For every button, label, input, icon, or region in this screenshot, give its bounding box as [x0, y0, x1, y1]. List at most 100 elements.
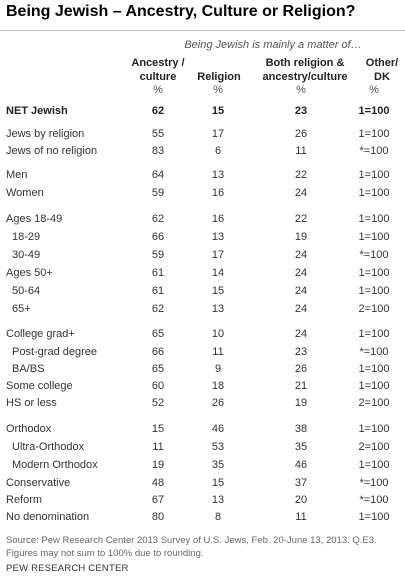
cell-religion: 15 [211, 477, 225, 489]
cell-ancestry: 11 [152, 441, 164, 453]
row-label: Ages 50+ [6, 267, 53, 279]
table-row: Men 64 13 22 1=100 [0, 169, 405, 186]
cell-ancestry: 62 [151, 105, 165, 117]
cell-ancestry: 15 [151, 423, 165, 435]
row-label: 30-49 [12, 249, 41, 261]
cell-ancestry: 65 [151, 328, 165, 340]
cell-other: 1=100 [358, 363, 390, 375]
cell-religion: 46 [211, 423, 225, 435]
table-row: Post-grad degree 66 11 23 *=100 [0, 346, 405, 363]
cell-ancestry: 62 [151, 213, 165, 225]
cell-religion: 10 [211, 328, 225, 340]
cell-ancestry: 60 [151, 380, 165, 392]
row-label: Some college [6, 380, 73, 392]
table-row: Jews of no religion 83 6 11 *=100 [0, 145, 405, 162]
table-row: College grad+ 65 10 24 1=100 [0, 328, 405, 345]
table-row: 18-29 66 13 19 1=100 [0, 231, 405, 248]
cell-religion: 53 [211, 441, 225, 453]
source-note: Source: Pew Research Center 2013 Survey … [6, 535, 377, 559]
column-header-religion: Religion [190, 70, 248, 84]
cell-other: 2=100 [358, 303, 390, 315]
cell-both: 26 [294, 128, 308, 140]
cell-ancestry: 83 [151, 145, 165, 157]
cell-ancestry: 64 [151, 169, 165, 181]
row-label: HS or less [6, 397, 57, 409]
cell-religion: 17 [211, 249, 225, 261]
cell-both: 24 [294, 249, 308, 261]
table-row: Women 59 16 24 1=100 [0, 187, 405, 204]
table-subtitle: Being Jewish is mainly a matter of… [184, 39, 362, 51]
cell-both: 21 [294, 380, 308, 392]
cell-ancestry: 67 [151, 494, 165, 506]
column-header-ancestry: Ancestry / culture [118, 56, 198, 84]
row-label: Modern Orthodox [12, 459, 98, 471]
table-row: HS or less 52 26 19 2=100 [0, 397, 405, 414]
cell-other: 1=100 [358, 459, 390, 471]
row-label: Reform [6, 494, 43, 506]
cell-both: 22 [294, 213, 308, 225]
cell-religion: 26 [211, 397, 225, 409]
cell-both: 20 [294, 494, 308, 506]
row-label: 50-64 [12, 285, 41, 297]
table-row: Ages 18-49 62 16 22 1=100 [0, 213, 405, 230]
column-header-both-line1: Both religion & [265, 57, 345, 69]
cell-religion: 8 [214, 511, 222, 523]
row-label: Jews of no religion [6, 145, 98, 157]
cell-both: 46 [294, 459, 308, 471]
cell-religion: 15 [211, 285, 225, 297]
row-label: NET Jewish [6, 105, 68, 117]
cell-other: 1=100 [358, 187, 390, 199]
row-label: 18-29 [12, 231, 41, 243]
table-row: Reform 67 13 20 *=100 [0, 494, 405, 511]
row-label: Men [6, 169, 28, 181]
cell-religion: 9 [214, 363, 222, 375]
cell-ancestry: 62 [151, 303, 165, 315]
table-row: 65+ 62 13 24 2=100 [0, 303, 405, 320]
cell-religion: 14 [211, 267, 225, 279]
cell-ancestry: 66 [151, 346, 165, 358]
column-header-both-line2: ancestry/culture [262, 71, 348, 83]
cell-ancestry: 19 [151, 459, 165, 471]
cell-ancestry: 59 [151, 249, 165, 261]
cell-ancestry: 80 [151, 511, 165, 523]
cell-both: 24 [294, 285, 308, 297]
cell-other: *=100 [359, 494, 389, 506]
cell-religion: 13 [211, 231, 225, 243]
cell-both: 38 [294, 423, 308, 435]
percent-unit-both: % [296, 84, 306, 96]
cell-religion: 16 [211, 213, 225, 225]
cell-other: *=100 [359, 477, 389, 489]
cell-ancestry: 59 [151, 187, 165, 199]
cell-religion: 17 [211, 128, 225, 140]
cell-both: 37 [294, 477, 308, 489]
table-row: Orthodox 15 46 38 1=100 [0, 423, 405, 440]
cell-religion: 15 [211, 105, 225, 117]
row-label: Jews by religion [6, 128, 85, 140]
table-row: Ages 50+ 61 14 24 1=100 [0, 267, 405, 284]
cell-both: 24 [294, 267, 308, 279]
cell-other: 2=100 [358, 441, 390, 453]
cell-both: 24 [294, 187, 308, 199]
cell-both: 24 [294, 328, 308, 340]
cell-religion: 13 [211, 303, 225, 315]
cell-ancestry: 48 [151, 477, 165, 489]
row-label: Ultra-Orthodox [12, 441, 85, 453]
cell-religion: 6 [214, 145, 222, 157]
row-label: Women [6, 187, 44, 199]
cell-both: 24 [294, 303, 308, 315]
cell-other: 1=100 [358, 213, 390, 225]
cell-religion: 35 [211, 459, 225, 471]
table-row: No denomination 80 8 11 1=100 [0, 511, 405, 528]
percent-unit-other: % [369, 84, 379, 96]
cell-other: 1=100 [358, 328, 390, 340]
column-header-other-line2: DK [374, 71, 390, 83]
cell-other: 1=100 [358, 105, 390, 117]
column-header-ancestry-line1: Ancestry / [131, 57, 185, 69]
cell-both: 19 [294, 397, 308, 409]
cell-ancestry: 55 [151, 128, 165, 140]
cell-other: 1=100 [358, 380, 390, 392]
table-row: NET Jewish 62 15 23 1=100 [0, 105, 405, 122]
cell-other: 1=100 [358, 511, 390, 523]
row-label: Conservative [6, 477, 71, 489]
column-header-other: Other/ DK [360, 56, 404, 84]
